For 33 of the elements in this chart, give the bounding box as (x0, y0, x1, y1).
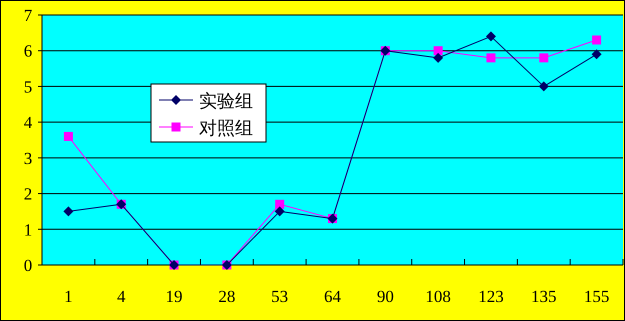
x-tick-label: 19 (166, 287, 183, 306)
legend-label: 实验组 (199, 91, 253, 111)
x-tick-label: 135 (531, 287, 557, 306)
y-tick-label: 1 (24, 220, 32, 240)
point (592, 49, 602, 60)
point (592, 36, 602, 44)
point (64, 132, 73, 141)
legend-label: 对照组 (199, 118, 253, 138)
y-tick-label: 3 (24, 148, 32, 168)
point (63, 206, 74, 216)
point (434, 46, 443, 56)
x-tick-label: 64 (324, 287, 342, 306)
x-tick-label: 108 (425, 287, 451, 306)
y-tick-label: 0 (24, 256, 32, 275)
y-tick-label: 7 (24, 6, 33, 25)
y-tick-label: 5 (24, 77, 32, 96)
point (486, 31, 496, 42)
x-tick-label: 90 (376, 287, 394, 306)
point (538, 81, 549, 92)
x-tick-label: 1 (64, 287, 73, 306)
y-tick-label: 6 (24, 42, 32, 61)
y-tick-label: 2 (24, 184, 32, 204)
point (274, 206, 285, 216)
x-tick-label: 123 (478, 287, 504, 306)
y-tick-label: 4 (24, 113, 33, 132)
point (539, 53, 548, 62)
x-tick-label: 155 (584, 287, 610, 306)
x-tick-label: 28 (218, 287, 236, 306)
x-tick-label: 53 (271, 287, 288, 306)
point (275, 200, 284, 209)
x-tick-label: 4 (116, 287, 126, 306)
point (433, 52, 444, 63)
point (486, 53, 496, 62)
